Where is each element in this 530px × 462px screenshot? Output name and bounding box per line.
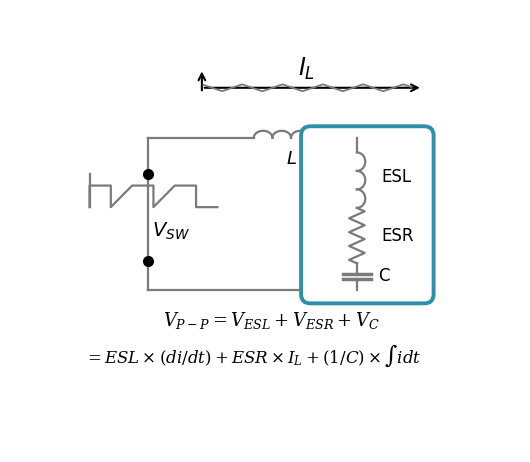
Text: $I_L$: $I_L$ (298, 55, 315, 82)
Text: $V_{SW}$: $V_{SW}$ (152, 221, 190, 242)
Text: $= ESL \times (di/dt) + ESR \times I_L + (1/C) \times \int idt$: $= ESL \times (di/dt) + ESR \times I_L +… (84, 343, 421, 369)
Text: ESL: ESL (382, 168, 412, 186)
Text: $L$: $L$ (286, 150, 296, 168)
Text: $V_{P-P} = V_{ESL} + V_{ESR} + V_C$: $V_{P-P} = V_{ESL} + V_{ESR} + V_C$ (163, 310, 380, 331)
FancyBboxPatch shape (301, 126, 434, 304)
Text: C: C (378, 267, 390, 286)
Text: ESR: ESR (382, 227, 414, 244)
